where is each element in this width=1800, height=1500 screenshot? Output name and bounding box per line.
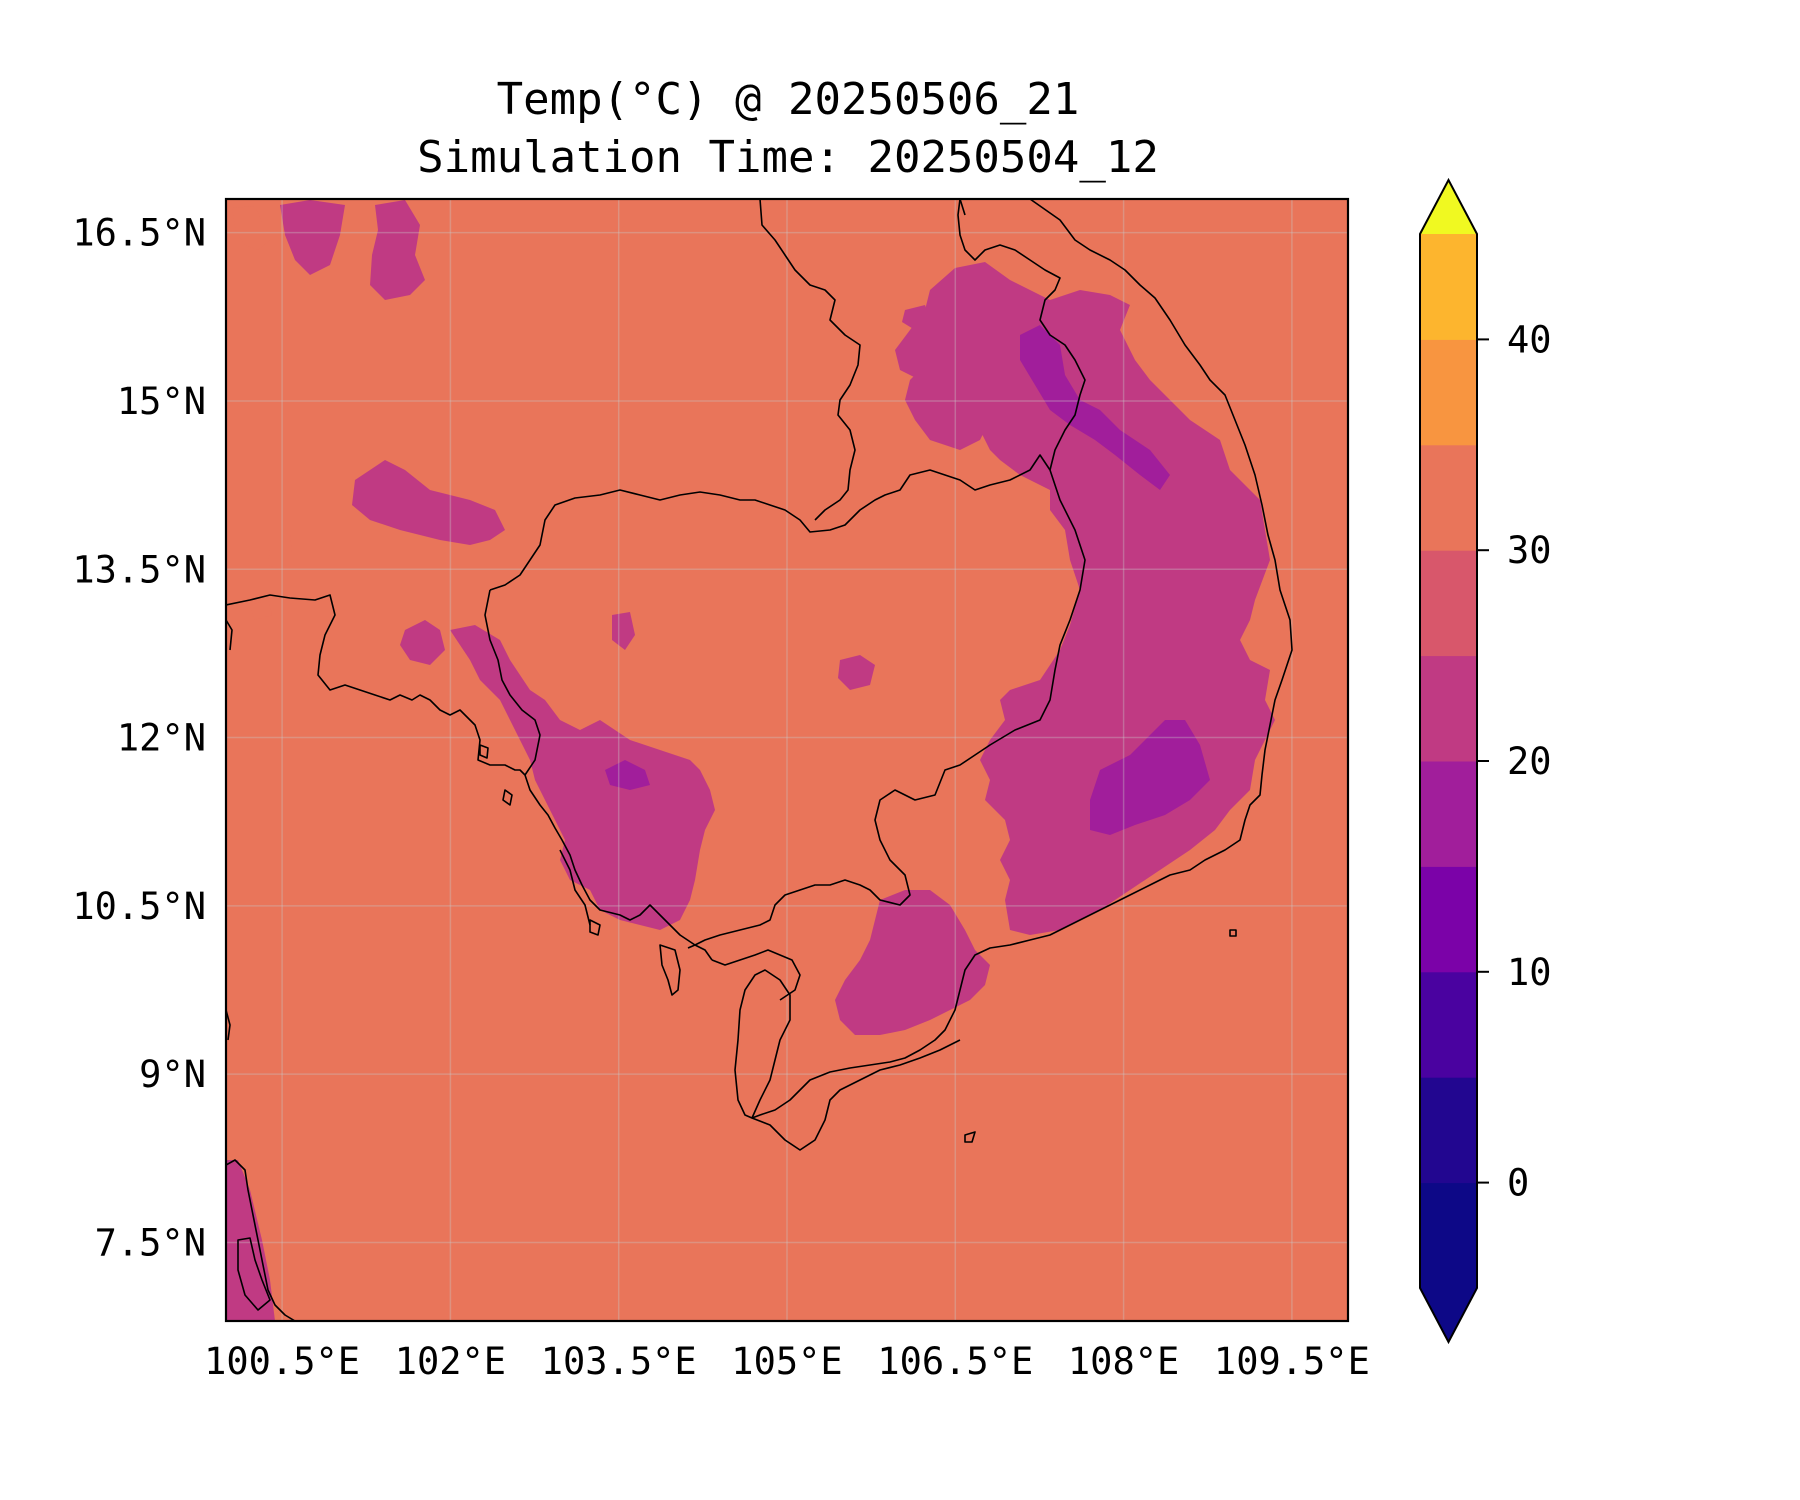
contour-mekong-delta	[835, 890, 990, 1035]
island-con-dao	[964, 1131, 976, 1143]
colorbar-segment	[1420, 971, 1477, 1078]
temperature-band-20-25	[226, 200, 1275, 1321]
colorbar-segment	[1420, 1182, 1477, 1289]
contour-nw-patch-2	[370, 200, 425, 300]
colorbar-segment	[1420, 761, 1477, 867]
colorbar-segment	[1420, 444, 1477, 551]
colorbar-tick-label: 0	[1507, 1162, 1529, 1205]
y-tick-label: 10.5°N	[72, 885, 206, 928]
y-tick-label: 7.5°N	[95, 1221, 206, 1264]
colorbar-segment	[1420, 866, 1477, 973]
colorbar	[1419, 177, 1478, 1345]
border-laos-north	[959, 199, 966, 216]
plot-title-line-1: Temp(°C) @ 20250506_21	[496, 74, 1080, 125]
colorbar-outline	[1419, 177, 1478, 1345]
contour-small-patch-3	[902, 305, 930, 330]
y-tick-labels: 16.5°N 15°N 13.5°N 12°N 10.5°N 9°N 7.5°N	[72, 212, 206, 1265]
contour-cardamom-west	[400, 620, 445, 665]
contour-ne-thailand	[352, 460, 505, 545]
x-tick-labels: 100.5°E 102°E 103.5°E 105°E 106.5°E 108°E 109.…	[204, 1340, 1370, 1383]
border-laos-thailand	[759, 199, 861, 521]
island-1	[589, 919, 601, 936]
colorbar-tick-label: 20	[1507, 740, 1552, 783]
temperature-band-15-20	[605, 325, 1210, 835]
x-tick-label: 100.5°E	[204, 1340, 360, 1383]
colorbar-segment	[1420, 1077, 1477, 1184]
x-tick-label: 109.5°E	[1214, 1340, 1370, 1383]
coastline-mekong	[751, 1039, 961, 1151]
colorbar-under-triangle	[1420, 1288, 1477, 1342]
colorbar-tick-label: 30	[1507, 529, 1552, 572]
contour-core-north	[1020, 325, 1170, 490]
contour-laos-patch	[905, 350, 990, 450]
contour-warm-thai-2	[250, 600, 272, 620]
coastline-malay	[226, 1159, 296, 1321]
contour-small-patch-1	[838, 655, 875, 690]
colorbar-segment	[1420, 339, 1477, 446]
x-tick-label: 108°E	[1068, 1340, 1179, 1383]
contour-nw-patch-1	[280, 200, 345, 275]
colorbar-segment	[1420, 234, 1477, 340]
temperature-band-30-35	[232, 206, 628, 620]
y-tick-label: 12°N	[117, 717, 206, 760]
x-tick-label: 103.5°E	[541, 1340, 697, 1383]
island-4	[1229, 929, 1237, 937]
border-cambodia-laos	[489, 454, 1051, 591]
colorbar-segment	[1420, 550, 1477, 657]
borders-and-coastlines	[226, 199, 1293, 1321]
colorbar-segment	[1420, 655, 1477, 762]
plot-title-line-2: Simulation Time: 20250504_12	[417, 132, 1159, 183]
coastline-koh-kong	[559, 849, 591, 926]
map-gridlines	[226, 199, 1348, 1321]
contour-cardamom	[450, 625, 715, 930]
contour-core-cardamom	[605, 760, 650, 790]
colorbar-tick-labels: 0 10 20 30 40	[1477, 318, 1552, 1205]
coastline-left-edge	[226, 619, 233, 651]
x-tick-label: 102°E	[395, 1340, 506, 1383]
y-tick-label: 9°N	[139, 1053, 206, 1096]
map-frame	[224, 197, 1350, 1323]
y-tick-label: 15°N	[117, 380, 206, 423]
border-laos-vietnam	[957, 199, 1086, 471]
border-thailand-west	[226, 594, 526, 776]
contour-core-south	[1090, 720, 1210, 835]
colorbar-tick-label: 10	[1507, 951, 1552, 994]
island-3	[479, 744, 489, 759]
x-tick-label: 106.5°E	[877, 1340, 1033, 1383]
island-2	[502, 789, 513, 806]
island-phu-quoc	[659, 944, 681, 996]
border-thailand-cambodia	[484, 589, 541, 776]
coastline-vietnam	[751, 199, 1293, 1119]
contour-warm-nw-2	[605, 212, 628, 230]
coastline-gulf-cambodia	[711, 949, 801, 1001]
colorbar-tick-label: 40	[1507, 318, 1552, 361]
coastline-gulf-thai	[524, 774, 713, 961]
y-tick-label: 13.5°N	[72, 548, 206, 591]
island-malay	[237, 1237, 271, 1311]
contour-warm-thai-1	[268, 528, 292, 570]
coastline-left-edge-2	[226, 1009, 231, 1041]
colorbar-over-triangle	[1420, 180, 1477, 234]
x-tick-label: 105°E	[731, 1340, 842, 1383]
coastline-ca-mau	[734, 969, 791, 1119]
y-tick-label: 16.5°N	[72, 212, 206, 255]
map-field	[226, 199, 1348, 1321]
contour-small-patch-2	[612, 612, 635, 650]
contour-warm-nw-1	[232, 206, 270, 250]
border-cambodia-vietnam	[687, 469, 1086, 949]
